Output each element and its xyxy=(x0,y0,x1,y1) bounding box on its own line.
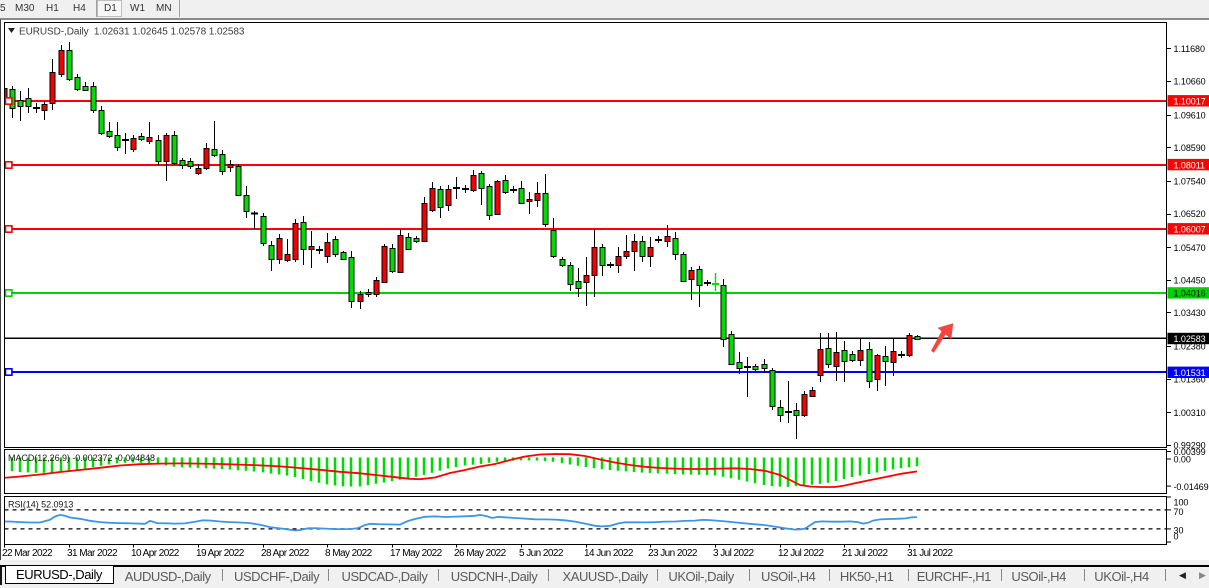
svg-text:28 Apr 2022: 28 Apr 2022 xyxy=(261,548,310,559)
svg-text:70: 70 xyxy=(1174,507,1184,517)
svg-text:26 May 2022: 26 May 2022 xyxy=(454,548,507,559)
svg-text:0.99290: 0.99290 xyxy=(1174,441,1206,451)
svg-text:12 Jul 2022: 12 Jul 2022 xyxy=(778,548,825,559)
svg-text:1.08590: 1.08590 xyxy=(1174,143,1206,153)
svg-text:1.04016: 1.04016 xyxy=(1174,289,1206,299)
svg-text:10 Apr 2022: 10 Apr 2022 xyxy=(131,548,180,559)
svg-text:-0.014693: -0.014693 xyxy=(1174,482,1209,492)
svg-text:1.01360: 1.01360 xyxy=(1174,374,1206,384)
svg-text:22 Mar 2022: 22 Mar 2022 xyxy=(2,548,53,559)
svg-text:14 Jun 2022: 14 Jun 2022 xyxy=(584,548,634,559)
svg-text:1.10660: 1.10660 xyxy=(1174,77,1206,87)
svg-text:5 Jun 2022: 5 Jun 2022 xyxy=(519,548,564,559)
svg-text:3 Jul 2022: 3 Jul 2022 xyxy=(713,548,755,559)
svg-text:MACD(12,26,9) -0.002372 -0.004: MACD(12,26,9) -0.002372 -0.004848 xyxy=(8,453,155,463)
svg-text:19 Apr 2022: 19 Apr 2022 xyxy=(196,548,245,559)
svg-text:1.11680: 1.11680 xyxy=(1174,44,1205,54)
svg-text:100: 100 xyxy=(1174,497,1189,507)
svg-text:8 May 2022: 8 May 2022 xyxy=(325,548,373,559)
svg-text:1.10017: 1.10017 xyxy=(1174,97,1206,107)
svg-text:1.00310: 1.00310 xyxy=(1174,408,1206,418)
svg-text:EURUSD-,Daily 1.02631 1.02645: EURUSD-,Daily 1.02631 1.02645 1.02578 1.… xyxy=(19,27,245,38)
svg-text:1.02583: 1.02583 xyxy=(1174,334,1206,344)
svg-text:0: 0 xyxy=(1174,531,1179,541)
svg-text:0.00399: 0.00399 xyxy=(1174,447,1206,457)
svg-text:1.06007: 1.06007 xyxy=(1174,225,1206,235)
svg-text:31 Mar 2022: 31 Mar 2022 xyxy=(67,548,118,559)
svg-text:1.08011: 1.08011 xyxy=(1174,160,1205,170)
svg-text:RSI(14) 52.0913: RSI(14) 52.0913 xyxy=(8,500,73,510)
svg-text:1.01531: 1.01531 xyxy=(1174,368,1206,378)
svg-text:23 Jun 2022: 23 Jun 2022 xyxy=(648,548,698,559)
svg-text:1.09610: 1.09610 xyxy=(1174,110,1206,120)
svg-text:17 May 2022: 17 May 2022 xyxy=(390,548,443,559)
svg-text:1.02380: 1.02380 xyxy=(1174,342,1206,352)
svg-text:31 Jul 2022: 31 Jul 2022 xyxy=(907,548,954,559)
svg-text:1.06520: 1.06520 xyxy=(1174,209,1206,219)
svg-text:0.00: 0.00 xyxy=(1174,455,1191,465)
svg-text:21 Jul 2022: 21 Jul 2022 xyxy=(842,548,889,559)
svg-text:1.03430: 1.03430 xyxy=(1174,308,1206,318)
svg-text:30: 30 xyxy=(1174,526,1184,536)
svg-text:1.05470: 1.05470 xyxy=(1174,243,1206,253)
svg-text:1.07540: 1.07540 xyxy=(1174,177,1206,187)
svg-text:1.04450: 1.04450 xyxy=(1174,275,1206,285)
